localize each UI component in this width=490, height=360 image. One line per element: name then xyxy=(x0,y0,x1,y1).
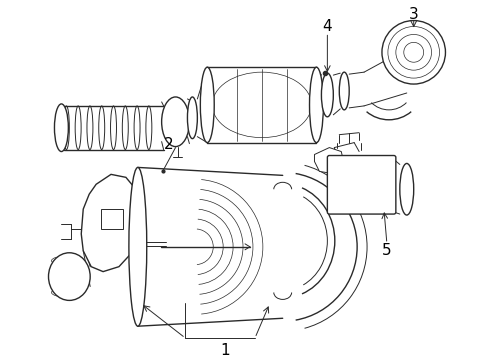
Polygon shape xyxy=(315,148,344,174)
Ellipse shape xyxy=(129,167,147,326)
Text: 3: 3 xyxy=(409,7,418,22)
Circle shape xyxy=(404,42,424,62)
Text: 4: 4 xyxy=(322,19,332,34)
Text: 5: 5 xyxy=(382,243,392,258)
Text: 1: 1 xyxy=(220,342,230,357)
Polygon shape xyxy=(81,174,141,272)
Ellipse shape xyxy=(162,97,190,147)
Ellipse shape xyxy=(339,72,349,110)
Ellipse shape xyxy=(400,163,414,215)
FancyBboxPatch shape xyxy=(327,156,396,214)
Ellipse shape xyxy=(321,73,333,117)
Text: 2: 2 xyxy=(164,137,173,152)
Ellipse shape xyxy=(54,104,68,152)
Bar xyxy=(101,209,123,229)
Circle shape xyxy=(396,35,432,70)
Ellipse shape xyxy=(49,253,90,300)
Circle shape xyxy=(382,21,445,84)
Ellipse shape xyxy=(200,67,214,143)
Circle shape xyxy=(388,27,440,78)
Ellipse shape xyxy=(188,97,197,139)
Ellipse shape xyxy=(310,67,323,143)
